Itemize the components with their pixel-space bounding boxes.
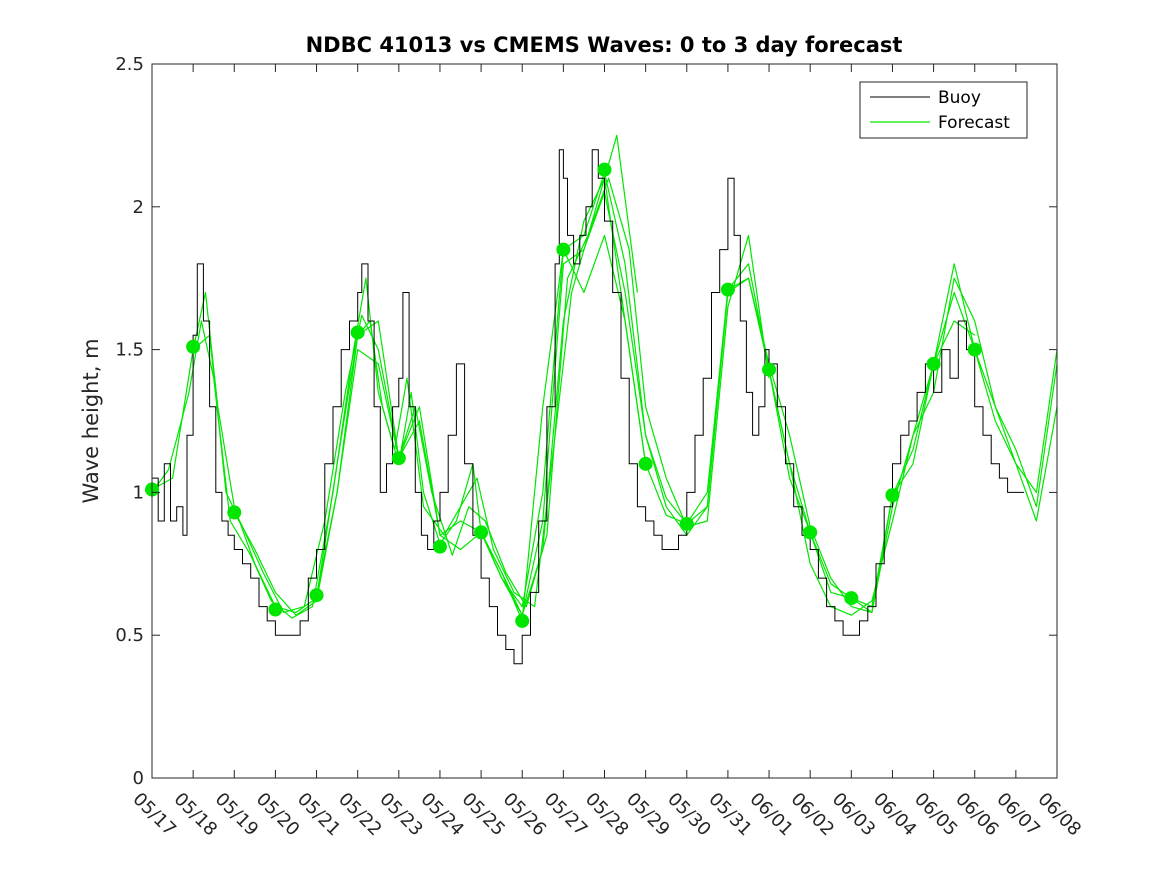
plot-area: [145, 134, 1058, 665]
x-tick-label: 05/18: [170, 789, 222, 841]
forecast-daily-marker: [432, 539, 447, 554]
legend: Buoy Forecast: [859, 81, 1028, 139]
forecast-run-line: [151, 134, 638, 619]
x-tick-label: 06/03: [828, 789, 880, 841]
x-tick-label: 05/20: [252, 789, 304, 841]
y-tick-label: 1: [133, 482, 144, 503]
forecast-daily-marker: [474, 525, 489, 540]
x-tick-label: 05/23: [375, 789, 427, 841]
x-tick-label: 05/19: [211, 789, 263, 841]
x-tick-label: 05/24: [416, 789, 468, 841]
legend-buoy-label: Buoy: [938, 88, 981, 108]
x-tick-label: 06/04: [869, 789, 921, 841]
forecast-daily-marker: [885, 488, 900, 503]
x-tick-label: 05/22: [334, 789, 386, 841]
forecast-daily-marker: [268, 602, 283, 617]
x-tick-label: 05/31: [704, 789, 756, 841]
x-tick-label: 05/29: [622, 789, 674, 841]
chart-title: NDBC 41013 vs CMEMS Waves: 0 to 3 day fo…: [306, 33, 903, 57]
y-tick-label: 2: [133, 197, 144, 218]
x-tick-label: 06/08: [1033, 789, 1085, 841]
forecast-daily-marker: [638, 456, 653, 471]
x-tick-label: 05/27: [540, 789, 592, 841]
x-tick-label: 06/05: [910, 789, 962, 841]
buoy-series-line: [152, 149, 1025, 665]
x-tick-label: 06/07: [992, 789, 1044, 841]
x-tick-label: 05/17: [128, 789, 180, 841]
forecast-run-line: [768, 277, 1058, 616]
x-tick-label: 05/21: [293, 789, 345, 841]
forecast-daily-marker: [762, 362, 777, 377]
forecast-daily-marker: [186, 339, 201, 354]
x-tick-label: 05/26: [499, 789, 551, 841]
y-tick-label: 2.5: [115, 54, 144, 75]
forecast-daily-marker: [556, 242, 571, 257]
forecast-run-line: [480, 234, 1058, 622]
x-tick-label: 05/30: [663, 789, 715, 841]
forecast-daily-marker: [844, 591, 859, 606]
y-axis-label: Wave height, m: [79, 338, 103, 503]
forecast-daily-marker: [720, 282, 735, 297]
forecast-daily-marker: [803, 525, 818, 540]
x-tick-label: 05/28: [581, 789, 633, 841]
forecast-daily-marker: [227, 505, 242, 520]
y-axis: 0 0.5 1 1.5 2 2.5: [115, 54, 1057, 789]
forecast-daily-marker: [350, 325, 365, 340]
y-tick-label: 1.5: [115, 340, 144, 361]
y-tick-label: 0.5: [115, 625, 144, 646]
forecast-daily-marker: [926, 356, 941, 371]
y-tick-label: 0: [133, 768, 144, 789]
forecast-daily-marker: [679, 516, 694, 531]
x-tick-label: 06/06: [951, 789, 1003, 841]
x-tick-label: 06/01: [746, 789, 798, 841]
forecast-daily-marker: [391, 451, 406, 466]
legend-forecast-label: Forecast: [938, 113, 1010, 133]
forecast-daily-marker: [597, 162, 612, 177]
forecast-daily-marker: [515, 613, 530, 628]
forecast-run-line: [192, 177, 770, 614]
forecast-daily-marker: [309, 588, 324, 603]
x-tick-label: 05/25: [458, 789, 510, 841]
forecast-daily-marker: [967, 342, 982, 357]
legend-box: [859, 81, 1028, 139]
x-tick-label: 06/02: [787, 789, 839, 841]
